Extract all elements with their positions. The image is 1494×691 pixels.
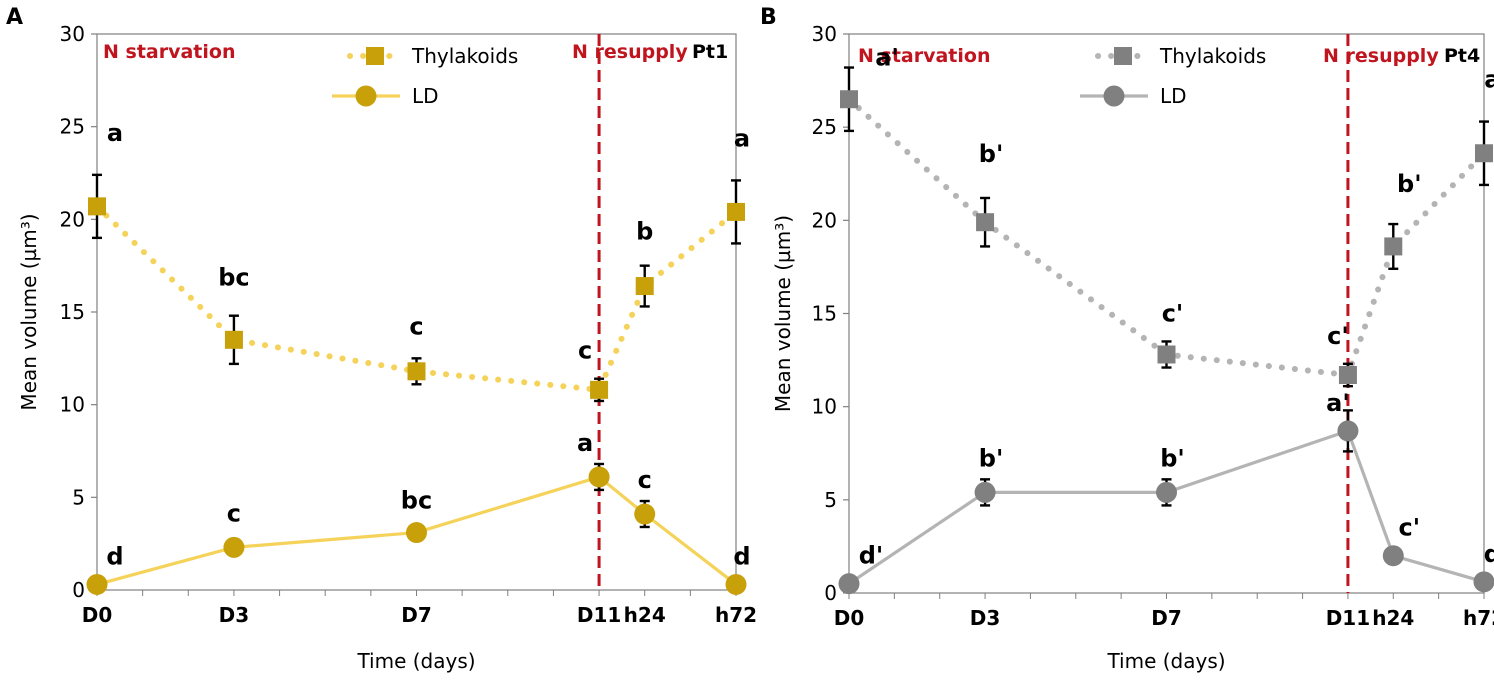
panel-a-significance-label: a [107, 119, 123, 147]
panel-b-significance-label: c' [1398, 514, 1420, 542]
panel-a-y-tick-label: 30 [60, 22, 85, 46]
panel-a-thylakoids-point [225, 331, 243, 349]
panel-b-thylakoids-point [1158, 345, 1176, 363]
panel-b-ld-point [1337, 420, 1358, 441]
panel-b-ld-point [1383, 545, 1404, 566]
panel-b-x-tick-label: D3 [970, 606, 1001, 630]
panel-b-legend: Thylakoids LD [1080, 44, 1266, 108]
panel-b-x-tick-label: D11 [1326, 606, 1370, 630]
panel-b-significance-label: a' [875, 44, 899, 72]
panel-a-legend-ld-marker [356, 86, 377, 107]
panel-a-y-tick-label: 10 [60, 393, 85, 417]
panel-b-thylakoids-point [1384, 237, 1402, 255]
panel-a-significance-label: c [409, 312, 423, 340]
panel-a-strain-label: Pt1 [692, 41, 728, 63]
panel-a-legend-thylakoids-label: Thylakoids [411, 44, 518, 68]
panel-a-thylakoids-point [590, 381, 608, 399]
panel-b-y-tick-label: 25 [812, 115, 837, 139]
panel-b-x-axis-title: Time (days) [1106, 649, 1225, 673]
panel-b-x-tick-label: h24 [1372, 606, 1414, 630]
panel-b-thylakoids-point [840, 90, 858, 108]
panel-a-y-axis-title: Mean volume (µm³) [17, 213, 41, 410]
panel-b-strain-label: Pt4 [1444, 45, 1480, 67]
panel-a-significance-label: d [733, 542, 750, 570]
panel-b-y-tick-label: 5 [824, 488, 837, 512]
panel-a-y-tick-label: 5 [72, 485, 85, 509]
panel-a-significance-label: c [638, 466, 652, 494]
panel-b-ld-point [1156, 482, 1177, 503]
panel-a-thylakoids-point [727, 203, 745, 221]
panel-a-significance-label: c [578, 337, 592, 365]
panel-a-y-tick-label: 20 [60, 207, 85, 231]
panel-b-x-tick-label: D0 [834, 606, 865, 630]
panel-b-ld-point [839, 573, 860, 594]
panel-a-legend: Thylakoids LD [332, 44, 518, 108]
panel-b-y-tick-label: 30 [812, 22, 837, 46]
panel-a-ld-point [406, 522, 427, 543]
panel-b-legend-thylakoids-label: Thylakoids [1159, 44, 1266, 68]
panel-a-phase-starvation: N starvation [103, 41, 235, 63]
panel-b-y-axis-title: Mean volume (µm³) [771, 215, 795, 412]
panel-a-significance-label: bc [401, 487, 432, 515]
panel-a-legend-thylakoids-marker [366, 47, 384, 65]
panel-a-significance-label: c [227, 499, 241, 527]
panel-b-significance-label: b' [1160, 444, 1185, 472]
panel-a-thylakoids-point [408, 362, 426, 380]
panel-a-significance-label: bc [218, 264, 249, 292]
panel-b-legend-ld-marker [1104, 86, 1125, 107]
panel-b-significance-label: a' [1484, 66, 1494, 94]
panel-b-y-tick-label: 10 [812, 395, 837, 419]
panel-a-y-tick-label: 0 [72, 578, 85, 602]
panel-b-legend-ld-label: LD [1160, 84, 1187, 108]
panel-a-significance-label: b [636, 218, 653, 246]
panel-a-x-tick-label: D11 [577, 603, 621, 627]
panel-a-y-tick-label: 15 [60, 300, 85, 324]
panel-b-x-tick-label: D7 [1151, 606, 1182, 630]
panel-a-ld-point [726, 574, 747, 595]
panel-a-ld-point [87, 574, 108, 595]
panel-b-significance-label: d' [859, 542, 884, 570]
panel-a-thylakoids-point [636, 277, 654, 295]
panel-a-legend-ld-label: LD [412, 84, 439, 108]
panel-a-ld-point [589, 466, 610, 487]
panel-b-x-tick-label: h72 [1463, 606, 1494, 630]
panel-b-legend-thylakoids-marker [1114, 47, 1132, 65]
panel-a-x-axis-title: Time (days) [356, 649, 475, 673]
panel-b-significance-label: c' [1162, 299, 1184, 327]
panel-b-significance-label: b' [1397, 170, 1422, 198]
panel-a-significance-label: a [734, 124, 750, 152]
panel-a-thylakoids-point [88, 197, 106, 215]
panel-b-significance-label: b' [979, 140, 1004, 168]
panel-b-thylakoids-point [1339, 366, 1357, 384]
panel-a-x-tick-label: D0 [82, 603, 113, 627]
panel-b-thylakoids-point [1475, 144, 1493, 162]
panel-b-y-tick-label: 20 [812, 208, 837, 232]
panel-b-y-tick-label: 0 [824, 581, 837, 605]
panel-b-significance-label: a' [1326, 389, 1350, 417]
panel-a-phase-resupply: N resupply [572, 41, 688, 63]
panel-a-x-tick-label: h24 [624, 603, 666, 627]
panel-b-ld-point [975, 482, 996, 503]
panel-b-ld-point [1474, 571, 1494, 592]
panel-b-significance-label: d' [1484, 540, 1494, 568]
panel-b-thylakoids-point [976, 213, 994, 231]
panel-a-y-tick-label: 25 [60, 115, 85, 139]
panel-a-significance-label: a [577, 429, 593, 457]
panel-a-x-tick-label: h72 [715, 603, 757, 627]
panel-a-significance-label: d [106, 542, 123, 570]
panel-a-ld-point [223, 537, 244, 558]
panel-b-y-tick-label: 15 [812, 302, 837, 326]
panel-a-x-tick-label: D7 [401, 603, 432, 627]
panel-b-thylakoids-line [849, 99, 1484, 375]
panel-b-phase-resupply: N resupply [1323, 45, 1439, 67]
panel-a-ld-point [634, 504, 655, 525]
panel-b-letter: B [760, 5, 777, 30]
panel-a-letter: A [6, 5, 23, 30]
panel-b-significance-label: b' [979, 444, 1004, 472]
panel-b-significance-label: c' [1327, 322, 1349, 350]
panel-a-x-tick-label: D3 [219, 603, 250, 627]
